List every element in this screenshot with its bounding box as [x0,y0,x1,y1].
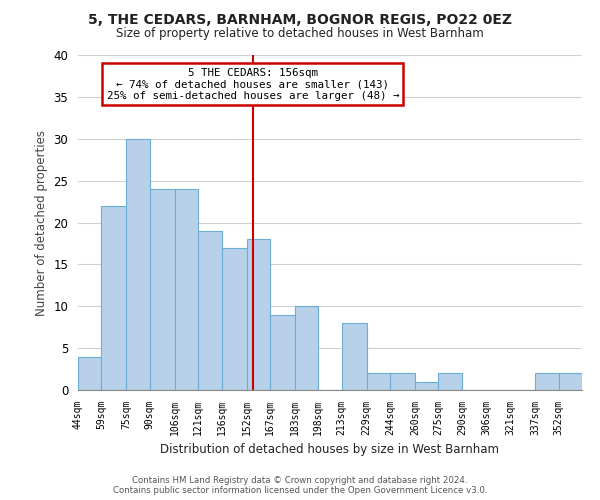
Text: 5, THE CEDARS, BARNHAM, BOGNOR REGIS, PO22 0EZ: 5, THE CEDARS, BARNHAM, BOGNOR REGIS, PO… [88,12,512,26]
X-axis label: Distribution of detached houses by size in West Barnham: Distribution of detached houses by size … [161,444,499,456]
Bar [390,373,415,390]
Bar [342,323,367,390]
Bar [559,373,582,390]
Bar [150,189,175,390]
Bar [221,248,247,390]
Text: Size of property relative to detached houses in West Barnham: Size of property relative to detached ho… [116,28,484,40]
Bar [175,189,198,390]
Bar [78,356,101,390]
Bar [247,240,270,390]
Bar [198,231,221,390]
Bar [270,314,295,390]
Text: Contains HM Land Registry data © Crown copyright and database right 2024.
Contai: Contains HM Land Registry data © Crown c… [113,476,487,495]
Y-axis label: Number of detached properties: Number of detached properties [35,130,48,316]
Bar [535,373,559,390]
Bar [101,206,127,390]
Bar [127,138,150,390]
Bar [439,373,462,390]
Text: 5 THE CEDARS: 156sqm
← 74% of detached houses are smaller (143)
25% of semi-deta: 5 THE CEDARS: 156sqm ← 74% of detached h… [107,68,399,101]
Bar [415,382,439,390]
Bar [367,373,390,390]
Bar [295,306,318,390]
